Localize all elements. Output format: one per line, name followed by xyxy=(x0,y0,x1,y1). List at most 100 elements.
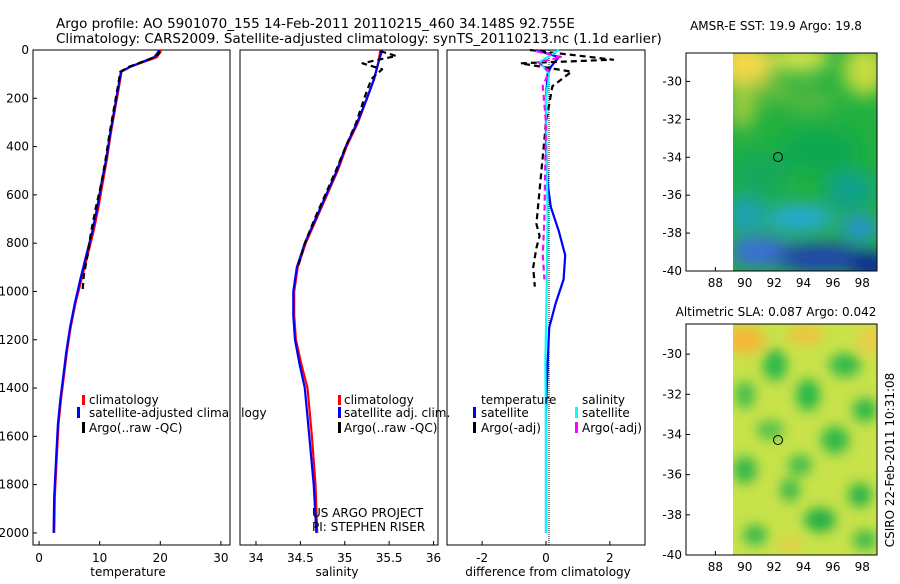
x-tick-label: 0 xyxy=(35,551,43,565)
x-tick-label: 10 xyxy=(92,551,107,565)
map-y-tick-label: -38 xyxy=(662,508,682,522)
sla-heatmap xyxy=(733,324,877,555)
legend-swatch-climatology xyxy=(338,395,341,405)
legend-swatch-argo xyxy=(338,422,341,433)
sst-float-marker xyxy=(773,152,783,162)
map-x-tick-label: 94 xyxy=(796,560,811,574)
map-x-tick-label: 92 xyxy=(767,560,782,574)
y-tick-label: 1800 xyxy=(0,478,29,492)
project-name: US ARGO PROJECT xyxy=(312,506,424,520)
legend-label: Argo(-adj) xyxy=(582,421,642,435)
header-line1: Argo profile: AO 5901070_155 14-Feb-2011… xyxy=(56,16,575,32)
series-line-climatology xyxy=(53,49,162,533)
temperature-legend: climatology satellite-adjusted climatolo… xyxy=(77,393,267,435)
map-y-tick-label: -30 xyxy=(662,347,682,361)
x-tick-label: 0 xyxy=(542,551,550,565)
legend-swatch-argo xyxy=(82,422,85,433)
map-y-tick-label: -38 xyxy=(662,226,682,240)
map-x-tick-label: 98 xyxy=(855,276,870,290)
sst-map-axes xyxy=(685,52,878,272)
legend-label: Argo(-adj) xyxy=(481,421,541,435)
legend-label: satellite xyxy=(582,406,630,420)
y-tick-label: 800 xyxy=(6,236,29,250)
sla-map-title: Altimetric SLA: 0.087 Argo: 0.042 xyxy=(676,305,877,319)
legend-label: satellite xyxy=(481,406,529,420)
series-line-salinity-argo-adj xyxy=(536,50,564,280)
legend-swatch-temp-argo xyxy=(473,422,476,433)
x-tick-label: 20 xyxy=(153,551,168,565)
x-tick-label: 2 xyxy=(606,551,614,565)
legend-swatch-sal-satellite xyxy=(575,407,578,418)
y-tick-label: 1600 xyxy=(0,429,29,443)
legend-swatch-climatology xyxy=(82,395,85,405)
salinity-axes xyxy=(239,49,439,546)
map-x-tick-label: 98 xyxy=(855,560,870,574)
map-x-tick-label: 90 xyxy=(737,560,752,574)
map-x-tick-label: 96 xyxy=(825,276,840,290)
sst-heatmap xyxy=(733,53,877,271)
map-y-tick-label: -40 xyxy=(662,264,682,278)
legend-swatch-satellite-adjusted xyxy=(77,407,80,418)
y-tick-label: 1200 xyxy=(0,333,29,347)
map-x-tick-label: 88 xyxy=(708,560,723,574)
legend-swatch-temp-satellite xyxy=(473,407,476,418)
map-x-tick-label: 90 xyxy=(737,276,752,290)
series-line-satellite-adj-clim xyxy=(292,49,384,533)
map-y-tick-label: -40 xyxy=(662,548,682,562)
series-line-temperature-argo-adj xyxy=(519,48,615,287)
map-x-tick-label: 94 xyxy=(796,276,811,290)
salinity-xlabel: salinity xyxy=(315,565,358,579)
x-tick-label: 35.5 xyxy=(376,551,403,565)
legend-swatch-satellite-adj xyxy=(338,407,341,418)
x-tick-label: 35 xyxy=(337,551,352,565)
header-line2: Climatology: CARS2009. Satellite-adjuste… xyxy=(56,31,662,47)
y-tick-label: 600 xyxy=(6,188,29,202)
map-x-tick-label: 92 xyxy=(767,276,782,290)
temperature-xlabel: temperature xyxy=(90,565,165,579)
map-y-tick-label: -36 xyxy=(662,188,682,202)
legend-label: satellite adj. clim. xyxy=(344,406,450,420)
temperature-axes xyxy=(32,49,231,546)
map-x-tick-label: 96 xyxy=(825,560,840,574)
y-tick-label: 400 xyxy=(6,140,29,154)
y-tick-label: 1000 xyxy=(0,284,29,298)
sst-map-title: AMSR-E SST: 19.9 Argo: 19.8 xyxy=(690,19,862,33)
series-line-argo-raw-qc xyxy=(81,50,161,290)
series-line-satellite-adjusted-climatology xyxy=(52,49,161,533)
map-y-tick-label: -34 xyxy=(662,427,682,441)
map-y-tick-label: -34 xyxy=(662,150,682,164)
map-x-tick-label: 88 xyxy=(708,276,723,290)
y-tick-label: 1400 xyxy=(0,381,29,395)
legend-label: Argo(..raw -QC) xyxy=(89,421,182,435)
series-line-climatology xyxy=(293,49,382,533)
legend-label: satellite-adjusted climatology xyxy=(89,406,267,420)
legend-group-temperature: temperature xyxy=(481,393,556,407)
legend-label: climatology xyxy=(89,393,159,407)
x-tick-label: 30 xyxy=(213,551,228,565)
legend-group-salinity: salinity xyxy=(582,393,625,407)
difference-xlabel: difference from climatology xyxy=(465,565,631,579)
y-tick-label: 2000 xyxy=(0,526,29,540)
x-tick-label: -2 xyxy=(476,551,488,565)
project-pi: PI: STEPHEN RISER xyxy=(312,520,425,534)
y-tick-label: 0 xyxy=(21,43,29,57)
map-y-tick-label: -32 xyxy=(662,112,682,126)
legend-label: Argo(..raw -QC) xyxy=(344,421,437,435)
map-y-tick-label: -30 xyxy=(662,74,682,88)
salinity-legend: climatology satellite adj. clim. Argo(..… xyxy=(338,393,450,435)
legend-swatch-sal-argo xyxy=(575,422,578,433)
series-line-salinity-satellite xyxy=(538,49,560,533)
map-y-tick-label: -32 xyxy=(662,387,682,401)
series-line-argo-raw-qc xyxy=(296,50,398,268)
y-tick-label: 200 xyxy=(6,91,29,105)
sla-map-axes xyxy=(685,323,878,556)
legend-overflow-mask xyxy=(230,398,240,438)
timestamp-label: CSIRO 22-Feb-2011 10:31:08 xyxy=(883,373,897,548)
legend-label: climatology xyxy=(344,393,414,407)
sla-float-marker xyxy=(773,435,783,445)
map-y-tick-label: -36 xyxy=(662,468,682,482)
difference-legend: temperature satellite Argo(-adj) salinit… xyxy=(473,393,642,435)
series-line-temperature-satellite xyxy=(536,48,567,533)
x-tick-label: 36 xyxy=(426,551,441,565)
